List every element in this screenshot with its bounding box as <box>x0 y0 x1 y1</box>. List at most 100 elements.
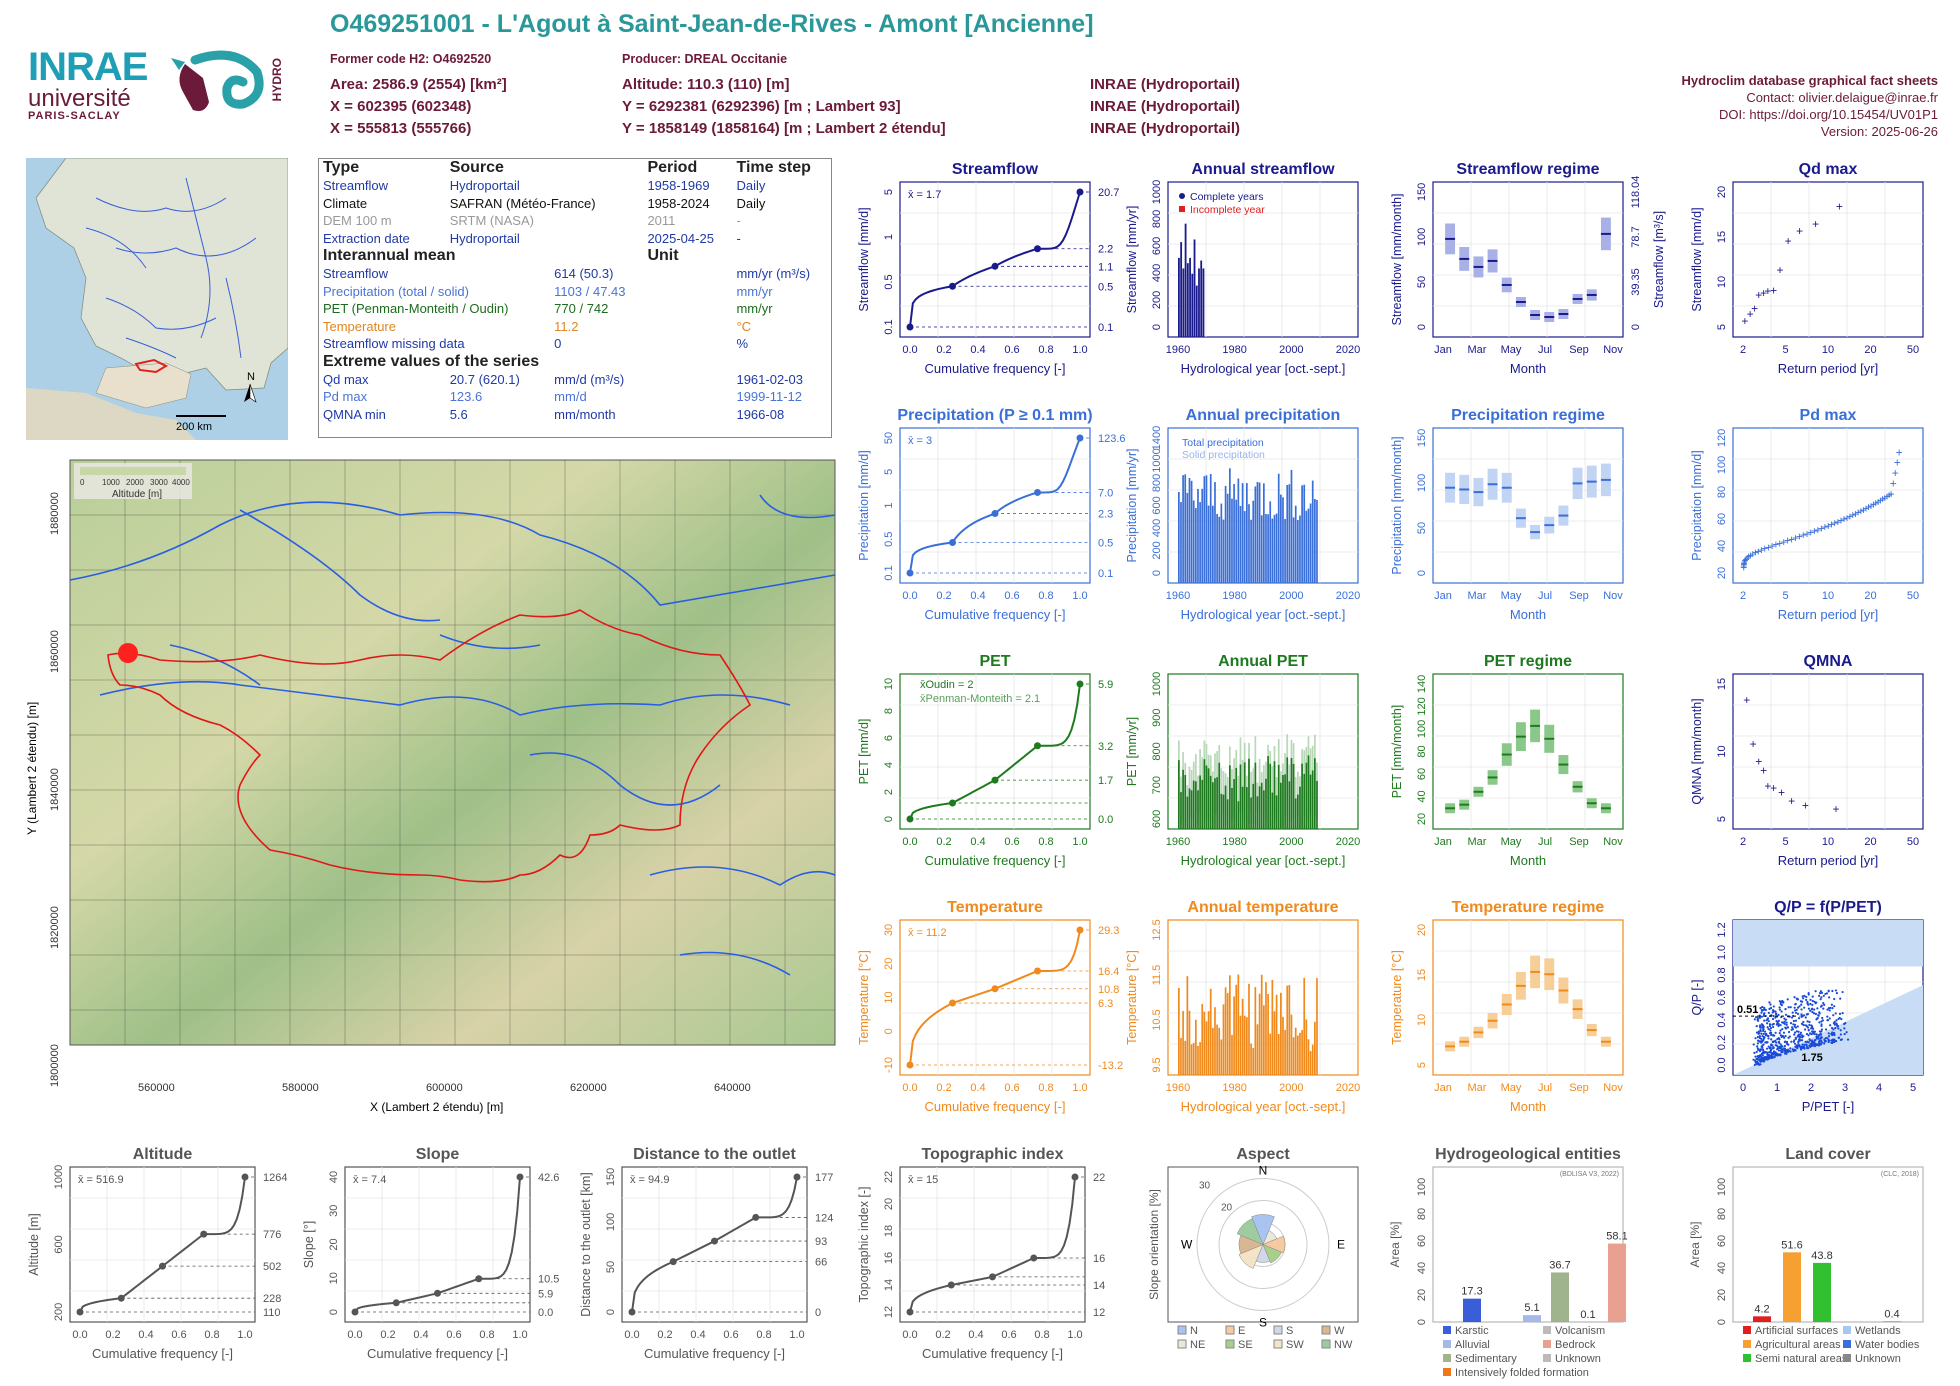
map-xlabel: X (Lambert 2 étendu) [m] <box>370 1100 503 1114</box>
scatter-point <box>1783 1040 1786 1044</box>
y-tick-label: 800 <box>1151 742 1163 760</box>
info-cell: 1958-2024 <box>647 195 710 211</box>
y-axis-label: Slope orientation [%] <box>1147 1189 1161 1300</box>
x-tick-label: 0.6 <box>1004 344 1019 356</box>
scatter-point <box>1765 1047 1769 1050</box>
annual-bar <box>1275 513 1278 583</box>
x-tick-label: 1.0 <box>1072 1082 1087 1094</box>
quantile-value: 0 <box>815 1307 821 1319</box>
x-tick-label: Mar <box>1468 1082 1487 1094</box>
scatter-point <box>1772 1046 1775 1049</box>
annual-bar <box>1190 1044 1193 1075</box>
y-tick-label: 100 <box>1416 474 1428 492</box>
scatter-point <box>1758 1059 1761 1062</box>
y-tick-label: 400 <box>1151 519 1163 537</box>
y-tick-label: 600 <box>53 1235 65 1253</box>
legend-item: Incomplete year <box>1190 204 1265 216</box>
annual-bar <box>1220 1039 1223 1075</box>
y-tick-label: 10 <box>1716 276 1728 288</box>
scatter-point <box>1766 1026 1769 1029</box>
return-point: + <box>1742 554 1749 568</box>
return-point: + <box>1741 314 1748 328</box>
annual-bar <box>1256 796 1259 829</box>
quantile-point <box>906 1308 914 1316</box>
inrae-logo: INRAE <box>28 45 148 89</box>
scatter-point <box>1805 998 1808 1002</box>
y-tick-label: 10.5 <box>1151 1009 1163 1030</box>
return-point: + <box>1818 522 1825 536</box>
scatter-point <box>1826 1019 1829 1022</box>
annual-bar <box>1303 977 1306 1075</box>
scatter-point <box>1766 1017 1770 1020</box>
scatter-point <box>1761 1025 1764 1028</box>
return-point: + <box>1788 794 1795 808</box>
x-tick-label: 2 <box>1740 590 1746 602</box>
category-bar <box>1753 1316 1771 1322</box>
scatter-point <box>1768 1023 1772 1026</box>
annual-bar <box>1214 482 1216 583</box>
catchment-map: 0 1000 2000 3000 4000 Altitude [m] 56000… <box>25 459 836 1114</box>
scatter-point <box>1789 1050 1792 1053</box>
scatter-point <box>1785 1042 1789 1045</box>
annual-bar <box>1267 994 1269 1075</box>
annual-bar <box>1277 1034 1280 1075</box>
scatter-point <box>1784 1034 1787 1038</box>
annual-bar <box>1186 263 1189 337</box>
chart-temperature: Temperature Cumulative frequency [-] Tempe… <box>857 899 1123 1114</box>
scatter-point <box>1773 1056 1776 1059</box>
x-tick-label: Mar <box>1468 344 1487 356</box>
scatter-point <box>1766 1053 1769 1056</box>
legend-swatch <box>1843 1326 1851 1334</box>
scatter-point <box>1779 1054 1782 1057</box>
scatter-point <box>1761 1009 1764 1012</box>
quantile-value: 0.0 <box>538 1307 553 1319</box>
quantile-value: 10.5 <box>538 1274 559 1286</box>
legend-item: N <box>1190 1325 1198 1337</box>
annual-bar <box>1282 1016 1284 1075</box>
annual-bar <box>1207 505 1210 583</box>
legend-item: Alluvial <box>1455 1339 1490 1351</box>
chart-title: Annual PET <box>1218 653 1308 670</box>
source-2: INRAE (Hydroportail) <box>1090 98 1240 115</box>
quantile-value: 110 <box>263 1307 281 1319</box>
annual-bar-alt <box>1250 771 1252 814</box>
dir-label: S <box>1259 1316 1267 1330</box>
source-3: INRAE (Hydroportail) <box>1090 120 1240 137</box>
y-tick-label: 600 <box>1151 810 1163 828</box>
france-overview-map: 200 km N <box>26 158 288 440</box>
annual-bar <box>1195 1019 1197 1075</box>
annual-bar <box>1178 987 1180 1075</box>
mean-oudin-label: x̄Oudin = 2 <box>920 679 974 691</box>
x-axis-label: Cumulative frequency [-] <box>925 361 1066 376</box>
annual-bar <box>1250 1043 1252 1075</box>
x-tick-label: 0.8 <box>756 1329 771 1341</box>
y-tick-label-right: 39.35 <box>1630 268 1642 296</box>
annual-bar <box>1212 505 1214 583</box>
x-tick-label: 20 <box>1864 836 1876 848</box>
quantile-point <box>516 1173 524 1181</box>
scatter-point <box>1772 1022 1775 1025</box>
scatter-point <box>1801 1043 1804 1046</box>
x-tick-label: 1960 <box>1166 836 1190 848</box>
annual-bar <box>1229 765 1231 829</box>
scatter-point <box>1822 1007 1825 1010</box>
y-tick-label: 5 <box>1416 1062 1428 1068</box>
scatter-point <box>1809 998 1812 1001</box>
scatter-point <box>1781 1045 1784 1048</box>
return-point: + <box>1758 543 1765 557</box>
legend-item: Water bodies <box>1855 1339 1920 1351</box>
quantile-point <box>1034 245 1041 253</box>
scatter-point <box>1822 994 1825 997</box>
quantile-point <box>949 538 956 546</box>
x-tick-label: 1.0 <box>512 1329 527 1341</box>
plot-frame <box>1167 1166 1359 1323</box>
x-axis-label: Hydrological year [oct.-sept.] <box>1181 853 1346 868</box>
annual-bar <box>1309 503 1312 583</box>
x-tick-label: 0.0 <box>902 1329 917 1341</box>
annual-bar <box>1207 1011 1210 1075</box>
return-point: + <box>1755 755 1762 769</box>
scatter-point <box>1767 1034 1770 1038</box>
scatter-point <box>1786 1050 1789 1053</box>
scatter-point <box>1820 1030 1823 1033</box>
info-cell: QMNA min <box>323 406 386 422</box>
